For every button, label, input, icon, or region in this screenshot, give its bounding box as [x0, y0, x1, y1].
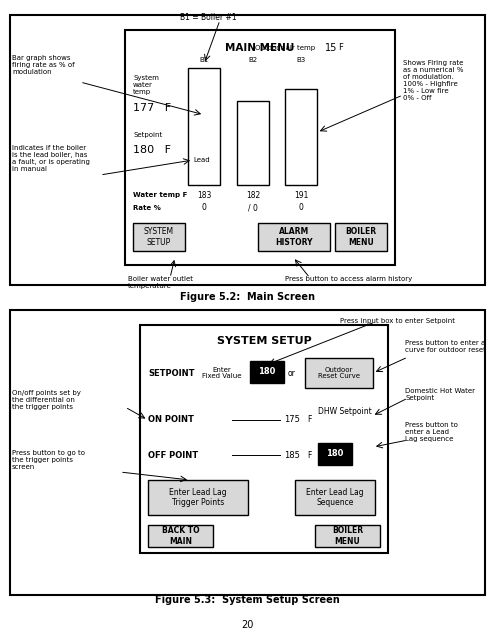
Text: Enter Lead Lag
Sequence: Enter Lead Lag Sequence — [306, 488, 364, 507]
Bar — [258, 223, 330, 251]
Text: F: F — [338, 44, 343, 52]
Bar — [10, 15, 485, 285]
Text: 185: 185 — [284, 451, 300, 460]
Bar — [250, 361, 284, 383]
Text: Shows Firing rate
as a numerical %
of modulation.
100% - Highfire
1% - Low fire
: Shows Firing rate as a numerical % of mo… — [403, 60, 463, 101]
Text: 180   F: 180 F — [133, 145, 171, 155]
Text: Rate %: Rate % — [133, 205, 161, 211]
Text: 177   F: 177 F — [133, 103, 171, 113]
Bar — [318, 443, 352, 465]
Text: ALARM
HISTORY: ALARM HISTORY — [275, 227, 313, 246]
Bar — [295, 480, 375, 515]
Text: F: F — [307, 451, 311, 460]
Bar — [140, 325, 388, 553]
Text: 183: 183 — [197, 191, 211, 200]
Text: Enter
Fixed Value: Enter Fixed Value — [202, 367, 242, 380]
Text: 15: 15 — [325, 43, 338, 53]
Text: F: F — [307, 415, 311, 424]
Bar — [335, 223, 387, 251]
Bar — [285, 89, 317, 185]
Text: OFF POINT: OFF POINT — [148, 451, 198, 460]
Text: B2: B2 — [248, 57, 257, 63]
Text: Press button to access alarm history: Press button to access alarm history — [285, 276, 412, 282]
Bar — [188, 68, 220, 185]
Text: Outdoor air temp: Outdoor air temp — [255, 45, 315, 51]
Bar — [315, 525, 380, 547]
Text: On/off points set by
the differential on
the trigger points: On/off points set by the differential on… — [12, 390, 81, 410]
Text: or: or — [288, 369, 296, 378]
Text: Domestic Hot Water
Setpoint: Domestic Hot Water Setpoint — [405, 388, 475, 401]
Bar — [133, 223, 185, 251]
Text: 175: 175 — [284, 415, 300, 424]
Text: BOILER
MENU: BOILER MENU — [346, 227, 377, 246]
Text: SETPOINT: SETPOINT — [148, 369, 195, 378]
Text: Press input box to enter Setpoint: Press input box to enter Setpoint — [340, 318, 455, 324]
Text: B1 = Boiler #1: B1 = Boiler #1 — [180, 13, 237, 22]
Text: 20: 20 — [241, 620, 253, 630]
Text: 0: 0 — [201, 204, 206, 212]
Text: SYSTEM
SETUP: SYSTEM SETUP — [144, 227, 174, 246]
Bar — [148, 525, 213, 547]
Text: Figure 5.3:  System Setup Screen: Figure 5.3: System Setup Screen — [154, 595, 340, 605]
Text: B1: B1 — [199, 57, 208, 63]
Text: MAIN MENU: MAIN MENU — [225, 43, 295, 53]
Text: Bar graph shows
firing rate as % of
modulation: Bar graph shows firing rate as % of modu… — [12, 55, 75, 75]
Text: DHW Setpoint: DHW Setpoint — [318, 408, 372, 417]
Bar — [125, 30, 395, 265]
Bar — [148, 480, 248, 515]
Text: / 0: / 0 — [248, 204, 258, 212]
Text: System
water
temp: System water temp — [133, 75, 159, 95]
Text: Enter Lead Lag
Trigger Points: Enter Lead Lag Trigger Points — [169, 488, 227, 507]
Bar — [237, 100, 269, 185]
Text: Figure 5.2:  Main Screen: Figure 5.2: Main Screen — [180, 292, 314, 302]
Text: Boiler water outlet
temperature: Boiler water outlet temperature — [128, 276, 193, 289]
Text: Setpoint: Setpoint — [133, 132, 162, 138]
Text: 180: 180 — [258, 367, 276, 376]
Bar — [305, 358, 373, 388]
Text: Lead: Lead — [193, 157, 209, 163]
Text: Press button to enter a
curve for outdoor reset: Press button to enter a curve for outdoo… — [405, 340, 486, 353]
Text: BACK TO
MAIN: BACK TO MAIN — [162, 526, 199, 546]
Text: B3: B3 — [297, 57, 305, 63]
Text: Outdoor
Reset Curve: Outdoor Reset Curve — [318, 367, 360, 380]
Text: Water temp F: Water temp F — [133, 192, 188, 198]
Text: 180: 180 — [326, 449, 344, 458]
Text: BOILER
MENU: BOILER MENU — [332, 526, 363, 546]
Text: ON POINT: ON POINT — [148, 415, 194, 424]
Text: SYSTEM SETUP: SYSTEM SETUP — [217, 336, 311, 346]
Text: Indicates if the boiler
is the lead boiler, has
a fault, or is operating
in manu: Indicates if the boiler is the lead boil… — [12, 145, 90, 172]
Text: 0: 0 — [298, 204, 303, 212]
Bar — [10, 310, 485, 595]
Text: Press button to
enter a Lead
Lag sequence: Press button to enter a Lead Lag sequenc… — [405, 422, 458, 442]
Text: Press button to go to
the trigger points
screen: Press button to go to the trigger points… — [12, 450, 85, 470]
Text: 182: 182 — [246, 191, 260, 200]
Text: 191: 191 — [294, 191, 308, 200]
